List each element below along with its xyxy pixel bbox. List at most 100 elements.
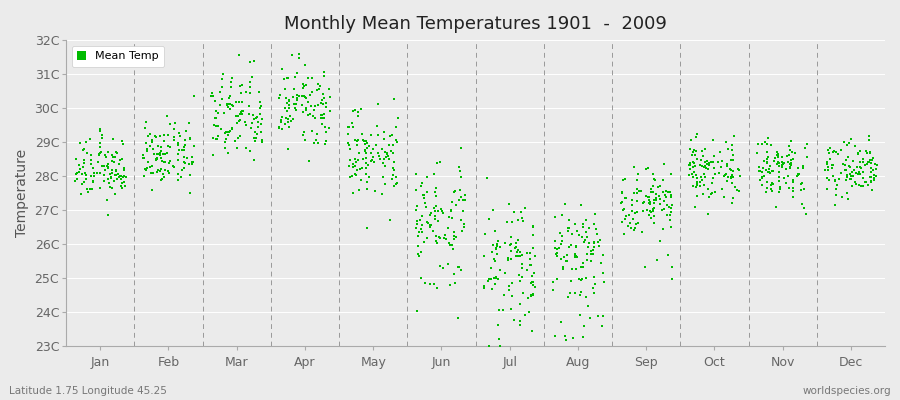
- Point: [753, 177, 768, 183]
- Point: [521, 295, 535, 302]
- Point: [98, 152, 112, 158]
- Point: [302, 111, 317, 118]
- Point: [791, 171, 806, 177]
- Point: [822, 150, 836, 156]
- Point: [103, 170, 117, 177]
- Point: [318, 141, 332, 148]
- Point: [413, 216, 428, 223]
- Point: [371, 101, 385, 107]
- Point: [449, 202, 464, 208]
- Point: [706, 159, 720, 165]
- Point: [278, 94, 293, 101]
- Point: [280, 100, 294, 106]
- Point: [783, 164, 797, 171]
- Point: [664, 205, 679, 211]
- Point: [213, 89, 228, 96]
- Point: [149, 156, 164, 163]
- Point: [140, 164, 155, 171]
- Point: [215, 96, 230, 102]
- Point: [74, 191, 88, 198]
- Point: [145, 138, 159, 145]
- Point: [206, 152, 220, 158]
- Point: [101, 176, 115, 182]
- Point: [117, 166, 131, 173]
- Point: [433, 159, 447, 166]
- Point: [346, 190, 360, 197]
- Point: [644, 214, 658, 221]
- Point: [695, 148, 709, 154]
- Point: [389, 174, 403, 180]
- Point: [860, 159, 875, 165]
- Point: [75, 181, 89, 187]
- Point: [647, 213, 662, 219]
- Point: [274, 92, 288, 98]
- Point: [234, 99, 248, 106]
- Point: [149, 156, 164, 162]
- Point: [106, 136, 121, 142]
- Point: [346, 108, 360, 114]
- Point: [863, 179, 878, 185]
- Point: [640, 207, 654, 214]
- Point: [772, 178, 787, 184]
- Point: [720, 178, 734, 184]
- Point: [783, 157, 797, 163]
- Point: [767, 158, 781, 164]
- Point: [308, 103, 322, 109]
- Point: [775, 164, 789, 170]
- Point: [427, 205, 441, 212]
- Point: [457, 192, 472, 198]
- Point: [698, 159, 712, 166]
- Point: [245, 74, 259, 80]
- Point: [113, 176, 128, 182]
- Point: [492, 267, 507, 273]
- Point: [142, 164, 157, 170]
- Point: [659, 188, 673, 195]
- Point: [73, 166, 87, 172]
- Point: [289, 107, 303, 113]
- Point: [437, 232, 452, 238]
- Point: [512, 271, 526, 278]
- Point: [376, 160, 391, 166]
- Point: [94, 163, 109, 169]
- Point: [838, 162, 852, 168]
- Point: [833, 146, 848, 153]
- Point: [583, 251, 598, 257]
- Point: [526, 278, 540, 285]
- Point: [862, 133, 877, 140]
- Point: [851, 169, 866, 175]
- Point: [727, 132, 742, 139]
- Point: [232, 118, 247, 124]
- Point: [760, 141, 774, 148]
- Point: [576, 334, 590, 340]
- Point: [93, 150, 107, 156]
- Point: [716, 173, 731, 179]
- Point: [850, 171, 865, 177]
- Point: [281, 75, 295, 82]
- Point: [274, 119, 288, 125]
- Point: [68, 171, 83, 178]
- Point: [500, 219, 514, 225]
- Point: [791, 172, 806, 178]
- Point: [422, 281, 436, 288]
- Point: [255, 136, 269, 143]
- Point: [688, 148, 703, 154]
- Point: [152, 152, 166, 158]
- Point: [688, 152, 702, 158]
- Point: [341, 163, 356, 169]
- Point: [555, 266, 570, 272]
- Point: [76, 145, 91, 152]
- Point: [842, 196, 856, 203]
- Point: [795, 180, 809, 186]
- Point: [135, 155, 149, 161]
- Point: [562, 224, 576, 231]
- Point: [663, 170, 678, 177]
- Point: [210, 136, 224, 142]
- Point: [447, 189, 462, 195]
- Point: [247, 135, 261, 141]
- Point: [158, 150, 173, 157]
- Point: [754, 141, 769, 147]
- Point: [558, 333, 572, 340]
- Point: [593, 237, 608, 244]
- Point: [645, 188, 660, 195]
- Point: [765, 168, 779, 174]
